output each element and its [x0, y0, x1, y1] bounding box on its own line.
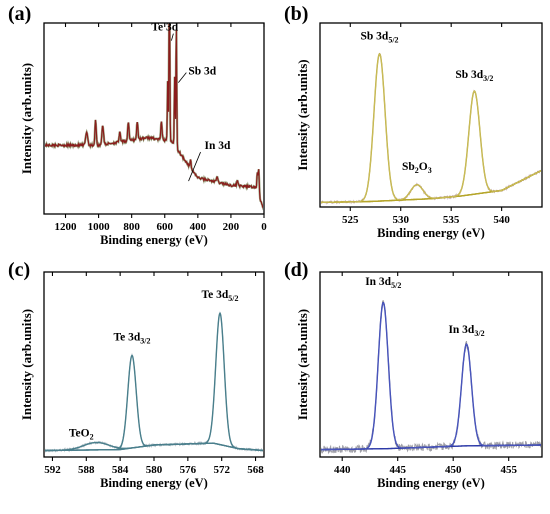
annotation-arrow [170, 33, 174, 41]
peak-annotation-sub: 5/2 [388, 36, 398, 45]
peak-annotation-text: In 3d [448, 324, 474, 336]
peak-annotation: Sb 3d [188, 66, 216, 78]
x-tick-label: 568 [247, 464, 264, 476]
x-tick-label: 200 [223, 221, 240, 233]
x-tick-label: 1200 [55, 221, 78, 233]
fit-peak [321, 343, 541, 451]
y-axis-label: Intensity (arb.units) [295, 59, 310, 170]
peak-annotation: Te 3d [151, 22, 178, 34]
peak-annotation: In 3d [205, 140, 231, 152]
raw-spectrum [321, 52, 541, 205]
x-tick-label: 455 [500, 464, 517, 476]
peak-annotation-text: Te 3d [114, 331, 141, 343]
panel-label: (b) [284, 3, 308, 25]
x-axis-label: Binding energy (eV) [377, 476, 485, 490]
fit-envelope [321, 302, 541, 450]
x-tick-label: 592 [44, 464, 61, 476]
peak-annotation-sub: 5/2 [391, 281, 401, 290]
x-axis-label: Binding energy (eV) [100, 476, 208, 490]
panel-b: (b) 525 530 535 540 Binding energy (eV) Intens… [284, 3, 543, 240]
panel-label: (d) [284, 259, 308, 281]
x-tick-label: 584 [112, 464, 129, 476]
plot-area [321, 300, 541, 455]
x-tick-label: 0 [261, 221, 267, 233]
x-tick-label: 600 [157, 221, 174, 233]
peak-annotation-sub: 3/2 [483, 74, 493, 83]
x-tick-label: 530 [392, 214, 409, 226]
fit-peak [321, 301, 541, 451]
x-tick-label: 576 [180, 464, 197, 476]
x-tick-label: 525 [342, 214, 359, 226]
peak-annotation-sub: 2 [90, 433, 94, 442]
x-tick-label: 800 [123, 221, 140, 233]
peak-annotation: Sb2O3 [402, 161, 432, 175]
peak-annotation: TeO2 [69, 428, 94, 442]
plot-frame [319, 22, 543, 208]
peak-annotation: Te 3d5/2 [202, 289, 239, 303]
y-axis-label: Intensity (arb.units) [19, 63, 34, 174]
panel-label: (a) [8, 3, 31, 25]
peak-annotation: Sb 3d5/2 [361, 31, 399, 45]
peak-annotation: In 3d3/2 [448, 324, 484, 338]
annotation-arrow [178, 72, 187, 83]
fit-peak [321, 90, 541, 204]
plot-frame [319, 271, 543, 458]
x-tick-label: 1000 [88, 221, 111, 233]
plot-area [45, 24, 263, 211]
annotation-arrow [188, 151, 201, 182]
x-tick-label: 440 [334, 464, 351, 476]
peak-annotation-sub2: 3 [428, 166, 432, 175]
panel-a: (a) 1200 1000 800 600 400 200 0 Binding energy (… [8, 3, 267, 247]
peak-annotation-sub: 5/2 [228, 294, 238, 303]
x-axis-label: Binding energy (eV) [100, 233, 208, 247]
peak-annotation-text2: O [419, 161, 428, 173]
peak-annotation-text: Te 3d [202, 289, 229, 301]
x-axis-label: Binding energy (eV) [377, 226, 485, 240]
peak-annotation-text: Sb 3d [361, 31, 389, 43]
peak-annotation: Sb 3d3/2 [455, 69, 493, 83]
peak-annotation-text: TeO [69, 428, 90, 440]
x-tick-label: 400 [190, 221, 207, 233]
plot-area [45, 311, 263, 453]
x-tick-label: 450 [445, 464, 462, 476]
fit-envelope [321, 53, 541, 203]
x-tick-label: 588 [78, 464, 95, 476]
panel-c: (c) 592 588 584 580 576 572 568 Binding energy (… [8, 259, 265, 490]
survey-spectrum [45, 24, 263, 210]
peak-annotation-sub: 2 [415, 166, 419, 175]
peak-annotation-text: In 3d [365, 276, 391, 288]
fit-peak [321, 52, 541, 204]
y-axis-label: Intensity (arb.units) [19, 309, 34, 420]
peak-annotation-text: Sb 3d [455, 69, 483, 81]
peak-annotation: In 3d5/2 [365, 276, 401, 290]
x-tick-label: 535 [443, 214, 460, 226]
panel-label: (c) [8, 259, 30, 281]
fit-envelope [45, 312, 263, 451]
x-tick-label: 580 [146, 464, 163, 476]
x-tick-label: 540 [493, 214, 510, 226]
peak-annotation-text: Sb [402, 161, 415, 173]
plot-frame [43, 22, 265, 215]
x-tick-label: 572 [213, 464, 230, 476]
x-tick-label: 445 [389, 464, 406, 476]
panel-d: (d) 440 445 450 455 Binding energy (eV) Intens… [284, 259, 543, 490]
y-axis-label: Intensity (arb.units) [295, 309, 310, 420]
peak-annotation-sub: 3/2 [140, 336, 150, 345]
raw-spectrum [321, 300, 541, 455]
peak-annotation: Te 3d3/2 [114, 331, 151, 345]
peak-annotation-sub: 3/2 [474, 329, 484, 338]
plot-area [321, 52, 541, 205]
